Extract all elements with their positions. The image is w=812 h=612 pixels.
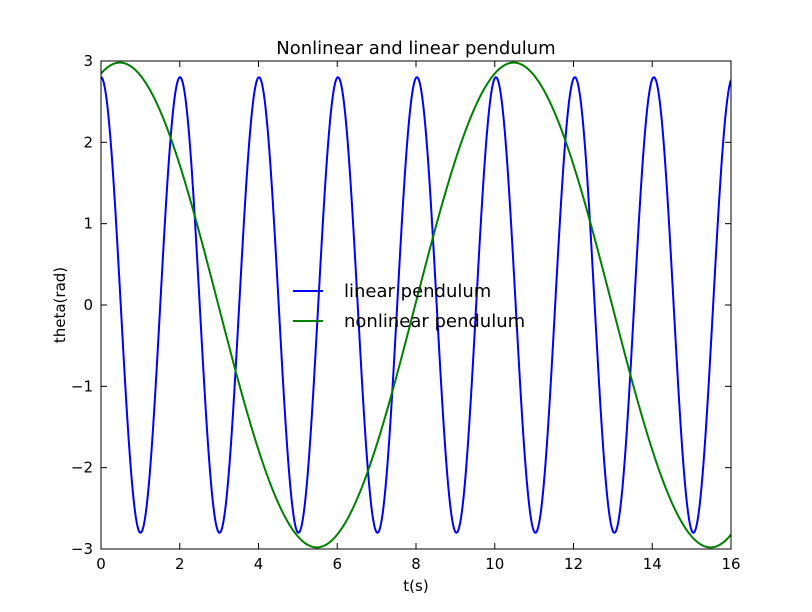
x-tick-label: 16 — [721, 555, 740, 573]
y-tick-label: 3 — [83, 52, 93, 70]
y-tick-label: 0 — [83, 296, 93, 314]
y-tick-label: 1 — [83, 215, 93, 233]
x-tick-label: 4 — [254, 555, 264, 573]
x-tick-label: 0 — [96, 555, 106, 573]
y-axis-label: theta(rad) — [51, 267, 69, 343]
x-tick-label: 2 — [175, 555, 185, 573]
y-tick-label: −3 — [71, 540, 93, 558]
y-tick-label: −1 — [71, 377, 93, 395]
x-tick-label: 6 — [332, 555, 342, 573]
series-line-nonlinear — [101, 61, 731, 549]
y-tick-label: −2 — [71, 459, 93, 477]
x-tick-label: 8 — [411, 555, 421, 573]
x-tick-label: 12 — [564, 555, 583, 573]
chart-title: Nonlinear and linear pendulum — [276, 38, 555, 59]
legend-label-linear: linear pendulum — [344, 281, 491, 302]
legend-label-nonlinear: nonlinear pendulum — [344, 311, 525, 332]
series-line-linear — [101, 76, 731, 534]
legend: linear pendulum nonlinear pendulum — [293, 281, 525, 332]
x-axis-label: t(s) — [403, 577, 428, 595]
x-tick-label: 14 — [643, 555, 662, 573]
x-tick-label: 10 — [485, 555, 504, 573]
y-tick-label: 2 — [83, 133, 93, 151]
